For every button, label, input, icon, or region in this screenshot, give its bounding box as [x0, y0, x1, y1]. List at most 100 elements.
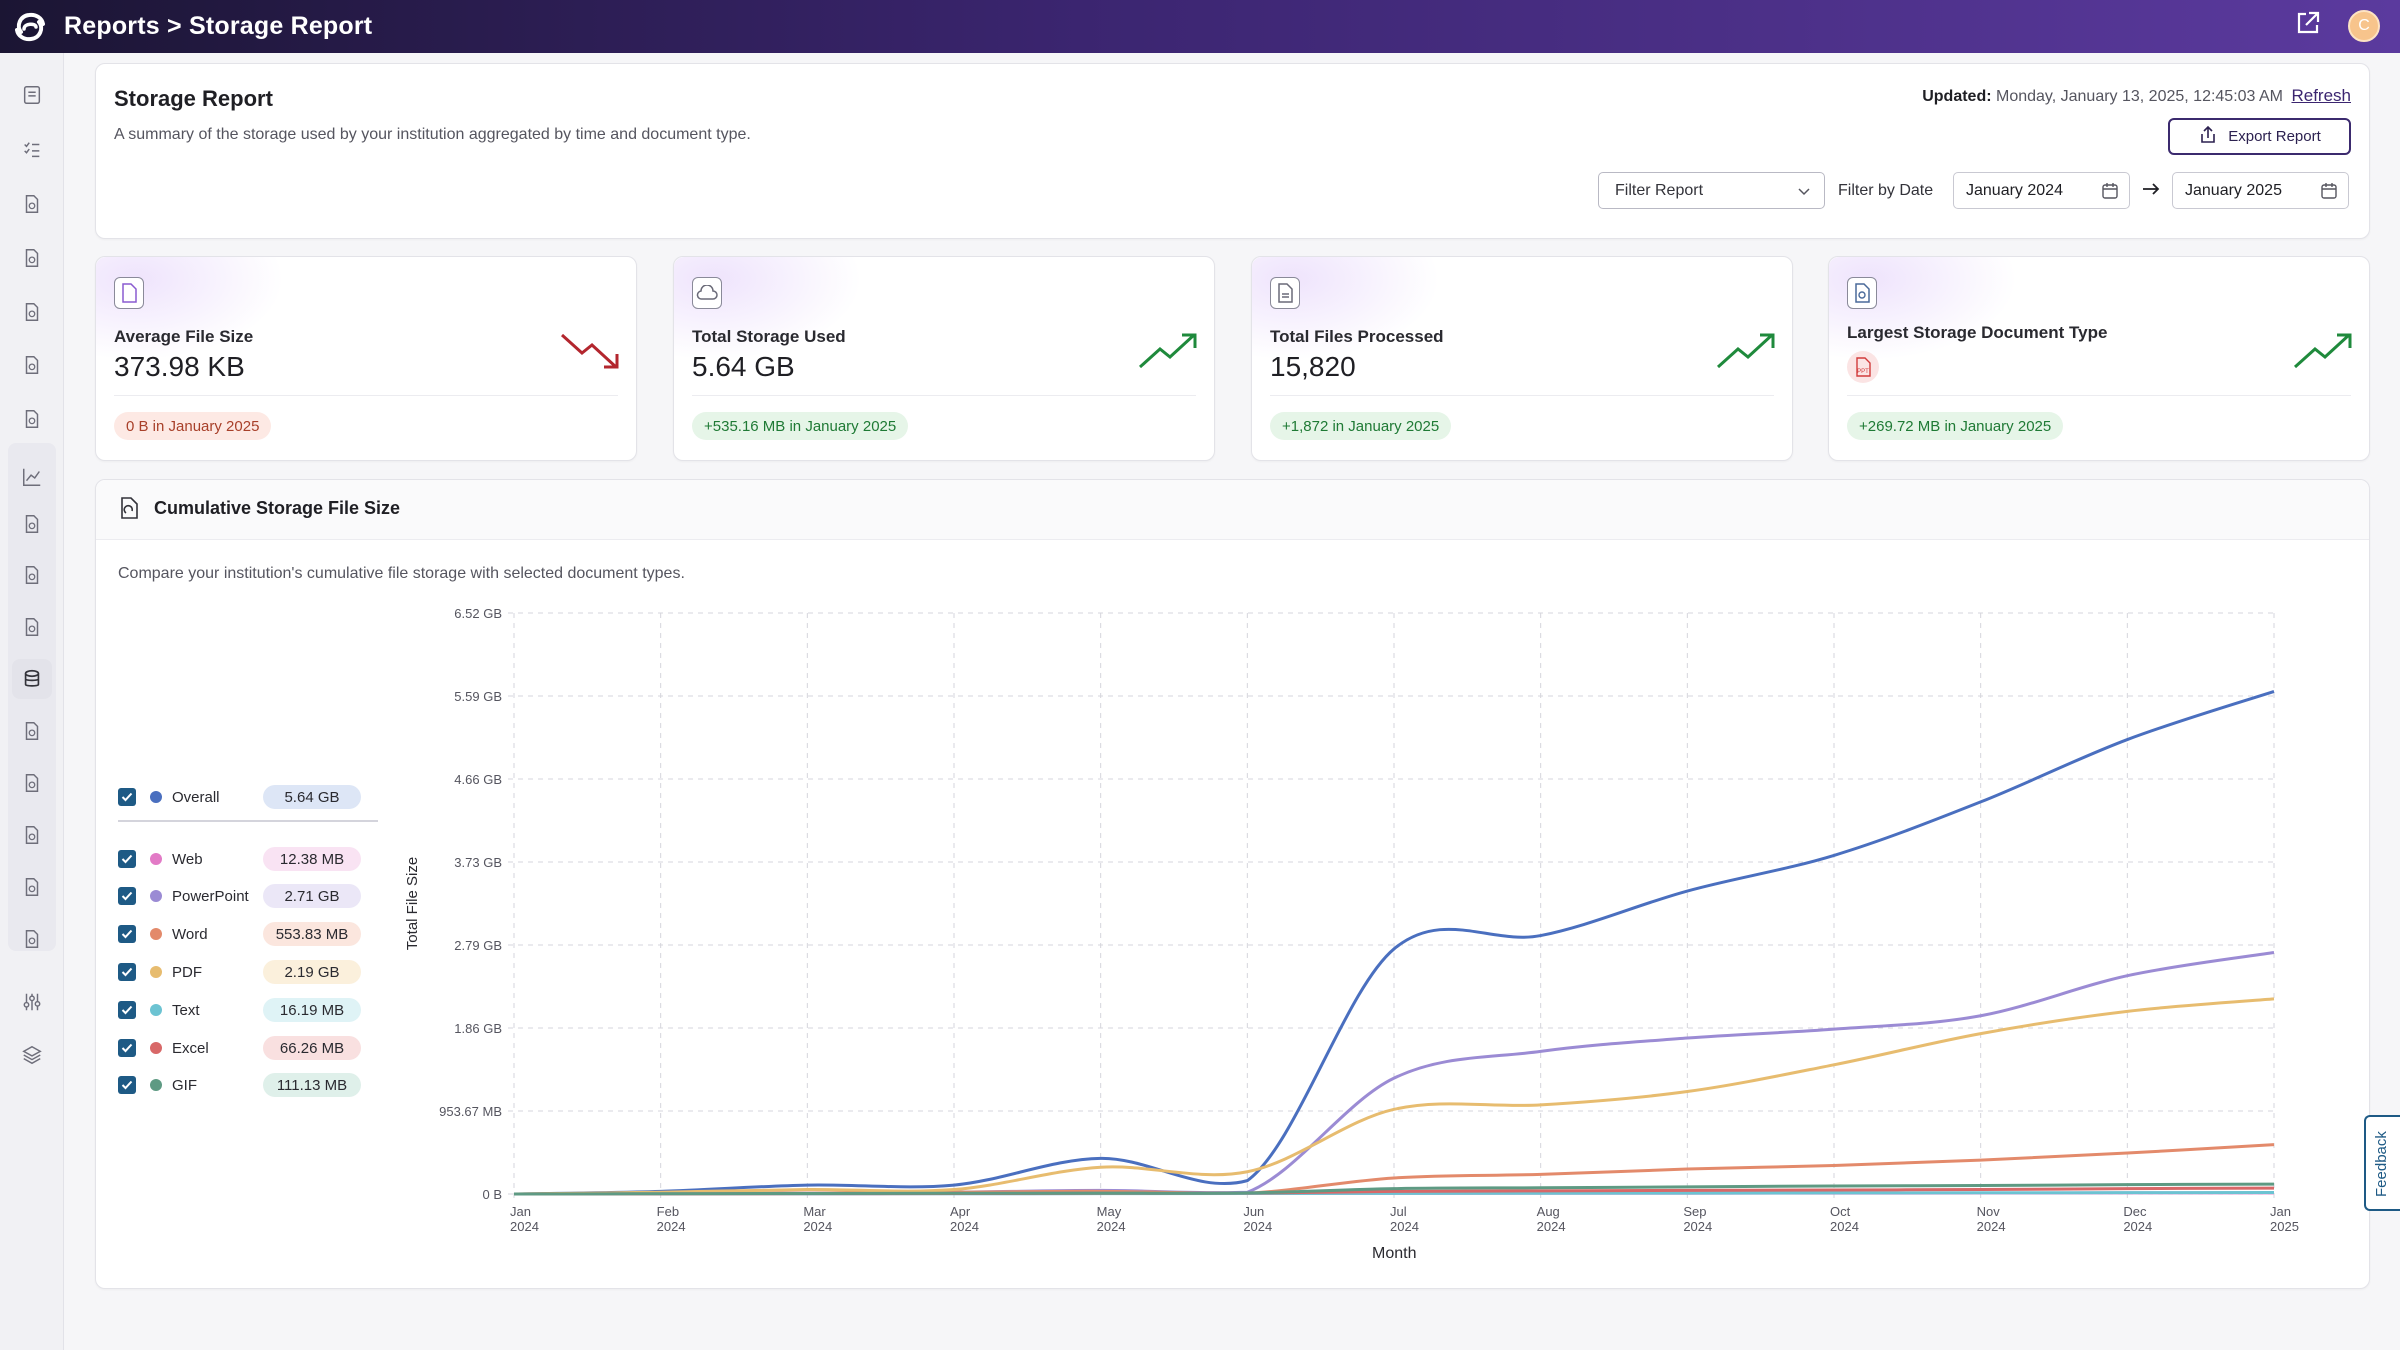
sliders-icon[interactable] — [20, 990, 44, 1014]
document-search-icon[interactable] — [20, 192, 44, 216]
page-subtitle: A summary of the storage used by your in… — [114, 126, 751, 143]
database-icon[interactable] — [12, 659, 52, 699]
app-logo-icon[interactable] — [10, 7, 50, 47]
layers-icon[interactable] — [20, 1043, 44, 1067]
x-tick-label: Jan — [510, 1204, 531, 1219]
x-tick-label: 2024 — [1390, 1219, 1419, 1234]
line-chart-icon[interactable] — [20, 465, 44, 489]
export-report-label: Export Report — [2228, 128, 2321, 145]
x-tick-label: 2024 — [1243, 1219, 1272, 1234]
y-tick-label: 2.79 GB — [454, 938, 502, 953]
series-color-dot — [150, 966, 162, 978]
y-tick-label: 5.59 GB — [454, 689, 502, 704]
legend-label: Web — [172, 850, 203, 868]
legend-item-excel[interactable]: Excel 66.26 MB — [118, 1035, 361, 1061]
kpi-change-badge: +269.72 MB in January 2025 — [1847, 412, 2064, 440]
checkbox[interactable] — [118, 1076, 136, 1094]
report-icon[interactable] — [20, 83, 44, 107]
checklist-icon[interactable] — [20, 138, 44, 162]
legend-item-web[interactable]: Web 12.38 MB — [118, 846, 361, 872]
document-icon — [1270, 277, 1300, 309]
avatar[interactable]: C — [2348, 9, 2380, 42]
checkbox[interactable] — [118, 788, 136, 806]
sound-icon[interactable] — [20, 875, 44, 899]
line-chart: 0 B 953.67 MB 1.86 GB 2.79 GB 3.73 GB 4.66 GB… — [404, 606, 2299, 1262]
checkbox[interactable] — [118, 963, 136, 981]
legend-item-text[interactable]: Text 16.19 MB — [118, 997, 361, 1023]
x-tick-label: Nov — [1977, 1204, 2001, 1219]
hand-money-icon[interactable] — [20, 823, 44, 847]
open-external-icon[interactable] — [2294, 9, 2322, 42]
updated-timestamp: Updated: Monday, January 13, 2025, 12:45… — [1922, 86, 2351, 106]
legend-label: Text — [172, 1001, 200, 1019]
legend-label: Overall — [172, 788, 220, 806]
legend-label: PowerPoint — [172, 887, 249, 905]
trend-up-icon — [1716, 331, 1776, 376]
x-tick-label: Jul — [1390, 1204, 1407, 1219]
x-tick-label: Dec — [2123, 1204, 2147, 1219]
calendar-icon[interactable] — [2101, 182, 2119, 205]
legend-item-pdf[interactable]: PDF 2.19 GB — [118, 959, 361, 985]
legend-value-badge: 16.19 MB — [263, 998, 361, 1022]
legend-item-gif[interactable]: GIF 111.13 MB — [118, 1072, 361, 1098]
filter-report-value: Filter Report — [1615, 181, 1704, 199]
document-search-icon — [1847, 277, 1877, 309]
legend-value-badge: 66.26 MB — [263, 1036, 361, 1060]
ppt-file-icon: PPT — [1847, 351, 1879, 383]
kpi-card-average-file-size: Average File Size 373.98 KB 0 B in Janua… — [95, 256, 637, 461]
date-from-input[interactable]: January 2024 — [1953, 172, 2130, 209]
checkbox[interactable] — [118, 1001, 136, 1019]
checkbox[interactable] — [118, 925, 136, 943]
x-tick-label: Aug — [1537, 1204, 1560, 1219]
x-tick-label: 2025 — [2270, 1219, 2299, 1234]
x-tick-label: 2024 — [950, 1219, 979, 1234]
date-to-value: January 2025 — [2185, 181, 2282, 199]
book-icon[interactable] — [20, 927, 44, 951]
checkbox[interactable] — [118, 850, 136, 868]
file-audit-icon[interactable] — [20, 771, 44, 795]
calendar-icon[interactable] — [2320, 182, 2338, 205]
sparkle-icon[interactable] — [20, 246, 44, 270]
x-tick-label: 2024 — [803, 1219, 832, 1234]
filter-by-date-label: Filter by Date — [1838, 182, 1934, 199]
legend-value-badge: 5.64 GB — [263, 785, 361, 809]
file-sync-icon[interactable] — [20, 615, 44, 639]
x-tick-label: 2024 — [1537, 1219, 1566, 1234]
export-report-button[interactable]: Export Report — [2168, 118, 2351, 155]
checkbox[interactable] — [118, 1039, 136, 1057]
file-icon — [114, 277, 144, 309]
graduation-cap-icon[interactable] — [20, 512, 44, 536]
page-title: Storage Report — [114, 86, 273, 111]
kpi-change-badge: +535.16 MB in January 2025 — [692, 412, 909, 440]
browser-window-icon[interactable] — [20, 719, 44, 743]
series-line-overall — [513, 689, 2275, 1196]
kpi-card-total-storage: Total Storage Used 5.64 GB +535.16 MB in… — [673, 256, 1215, 461]
x-tick-label: May — [1097, 1204, 1122, 1219]
series-line-gif — [513, 1182, 2275, 1196]
file-check-icon[interactable] — [20, 563, 44, 587]
legend-item-powerpoint[interactable]: PowerPoint 2.71 GB — [118, 883, 361, 909]
x-tick-label: Oct — [1830, 1204, 1851, 1219]
legend-item-overall[interactable]: Overall 5.64 GB — [118, 784, 361, 810]
checkbox[interactable] — [118, 887, 136, 905]
kpi-card-largest-doc-type: Largest Storage Document Type PPT +269.7… — [1828, 256, 2370, 461]
legend-label: Excel — [172, 1039, 209, 1057]
megaphone-icon[interactable] — [20, 300, 44, 324]
legend-item-word[interactable]: Word 553.83 MB — [118, 921, 361, 947]
updated-label: Updated: — [1922, 88, 1992, 105]
date-to-input[interactable]: January 2025 — [2172, 172, 2349, 209]
y-tick-label: 3.73 GB — [454, 855, 502, 870]
series-color-dot — [150, 1079, 162, 1091]
hand-icon[interactable] — [20, 407, 44, 431]
series-color-dot — [150, 928, 162, 940]
user-search-icon[interactable] — [20, 353, 44, 377]
sidebar — [0, 53, 64, 1350]
refresh-link[interactable]: Refresh — [2291, 86, 2351, 105]
legend-value-badge: 2.19 GB — [263, 960, 361, 984]
feedback-tab[interactable]: Feedback — [2364, 1115, 2400, 1211]
kpi-label: Largest Storage Document Type — [1847, 323, 2108, 342]
x-tick-label: Sep — [1683, 1204, 1706, 1219]
trend-up-icon — [1138, 331, 1198, 376]
filter-report-select[interactable]: Filter Report — [1598, 172, 1825, 209]
x-tick-label: 2024 — [1830, 1219, 1859, 1234]
